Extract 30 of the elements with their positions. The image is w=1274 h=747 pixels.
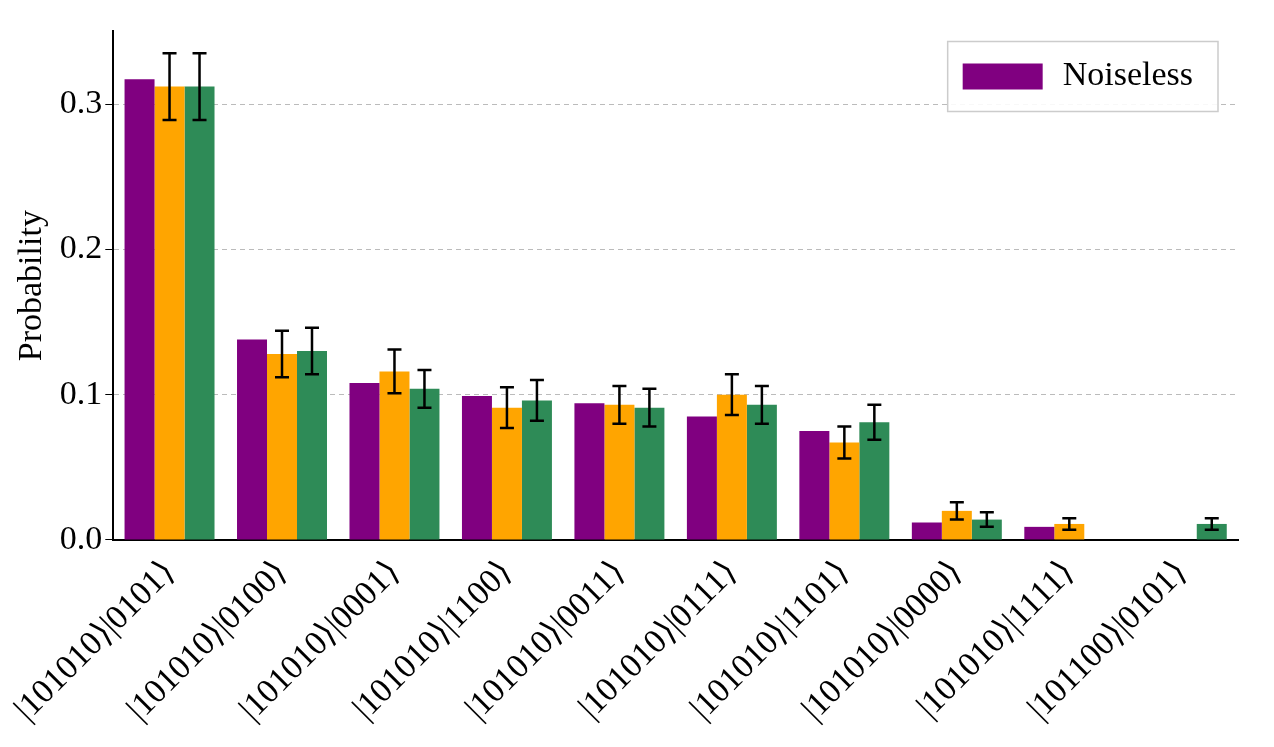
bar: [911, 522, 942, 540]
bar: [409, 388, 440, 540]
bar: [184, 86, 215, 540]
bar: [461, 396, 492, 540]
bar: [829, 442, 860, 540]
bar: [491, 407, 522, 540]
y-axis-title: Probability: [11, 210, 49, 362]
y-tick-label: 0.0: [59, 518, 103, 556]
y-tick-label: 0.2: [59, 228, 103, 266]
bar: [237, 339, 268, 540]
bar: [746, 404, 777, 540]
bar: [154, 86, 185, 540]
bar: [799, 430, 830, 540]
bar: [379, 371, 410, 540]
legend-label: Noiseless: [1062, 55, 1194, 93]
bar: [634, 407, 665, 540]
bar: [124, 79, 155, 540]
bar: [297, 351, 327, 540]
bar: [941, 510, 972, 540]
bar: [604, 404, 635, 540]
bar: [859, 422, 890, 540]
y-tick-label: 0.3: [59, 82, 103, 120]
bar: [574, 403, 605, 540]
bar: [521, 400, 552, 540]
bar: [716, 394, 747, 540]
y-tick-label: 0.1: [59, 373, 103, 411]
bar: [267, 353, 297, 540]
bar: [349, 383, 380, 540]
bar: [1024, 526, 1055, 540]
bar: [686, 416, 717, 540]
